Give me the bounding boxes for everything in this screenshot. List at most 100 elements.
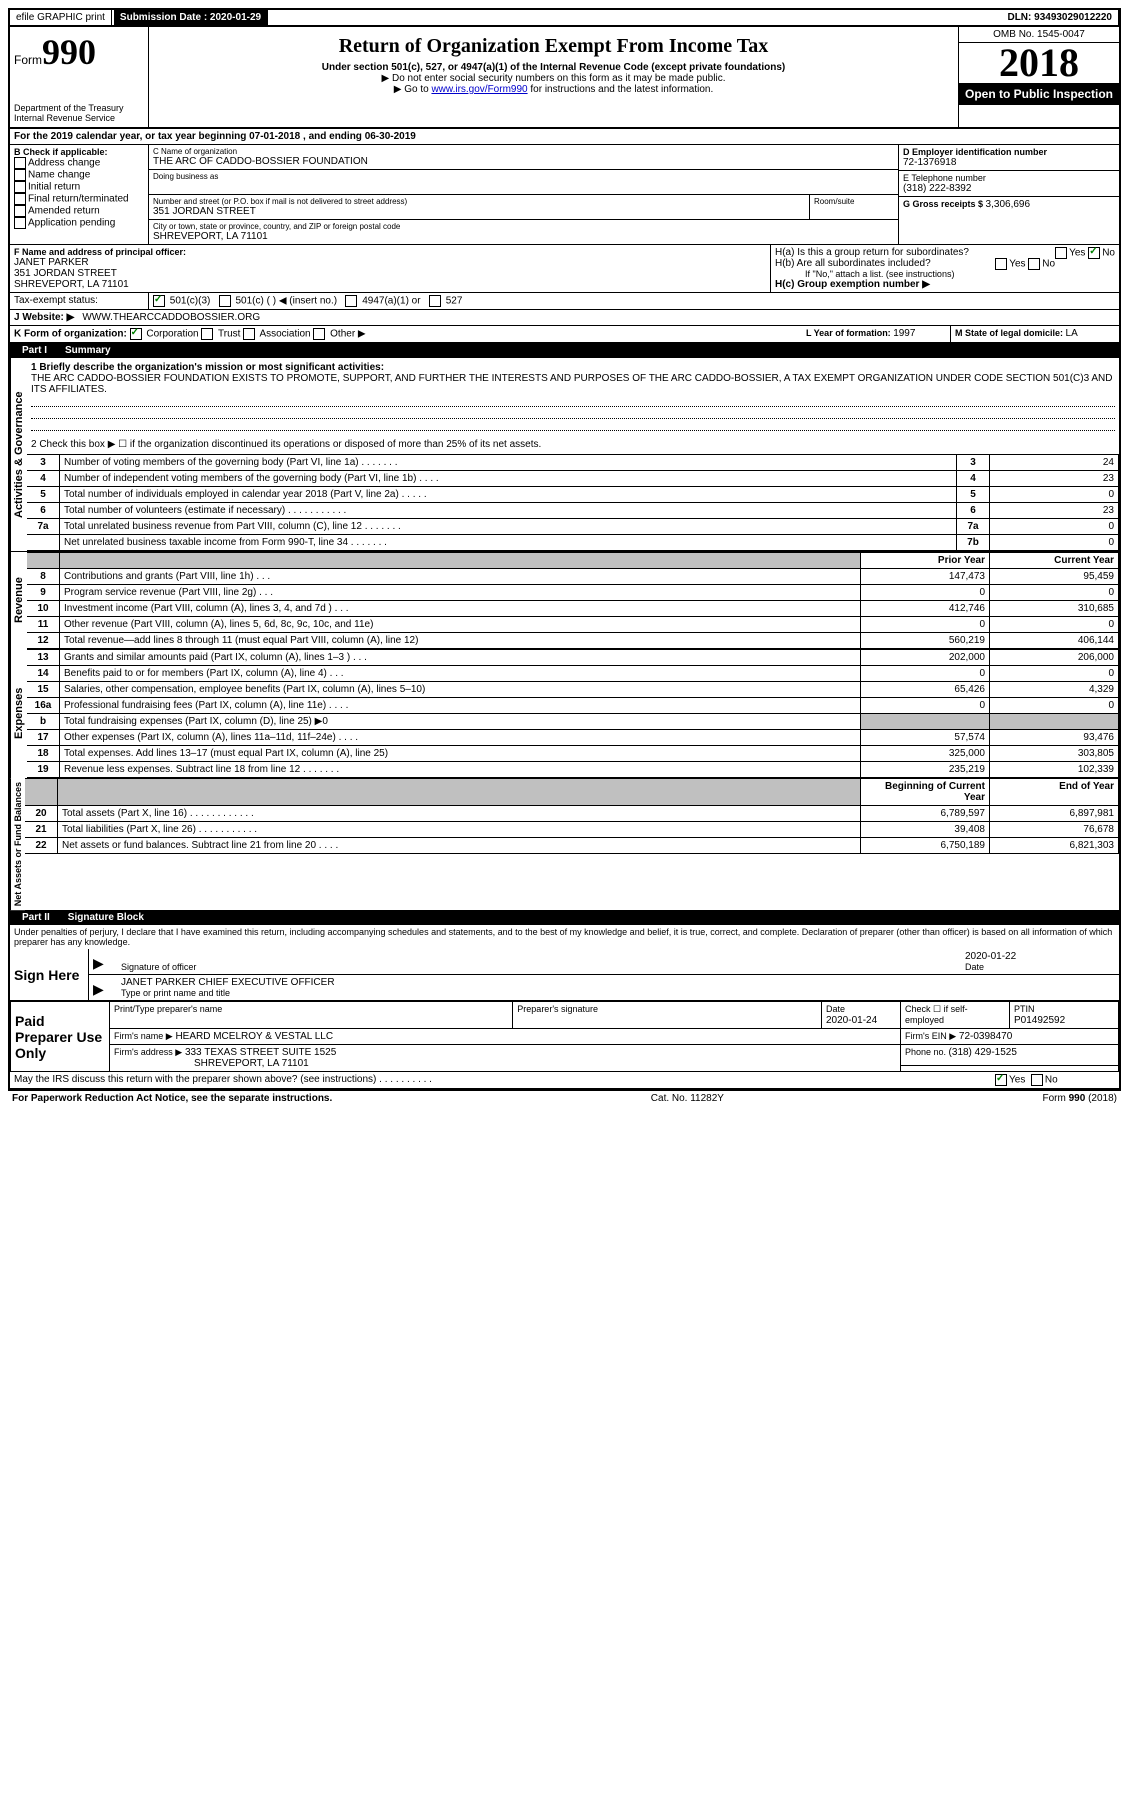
header-left: Form990 Department of the Treasury Inter… — [10, 27, 149, 127]
city-label: City or town, state or province, country… — [153, 222, 894, 231]
line-a: For the 2019 calendar year, or tax year … — [10, 129, 1119, 145]
ha-label: H(a) Is this a group return for subordin… — [775, 247, 969, 258]
firm-addr2: SHREVEPORT, LA 71101 — [114, 1058, 309, 1069]
netassets-section: Net Assets or Fund Balances Beginning of… — [10, 778, 1119, 910]
firm-name-label: Firm's name ▶ — [114, 1031, 173, 1041]
ein: 72-1376918 — [903, 157, 1115, 168]
table-row: bTotal fundraising expenses (Part IX, co… — [27, 714, 1119, 730]
firm-ein-label: Firm's EIN ▶ — [905, 1031, 956, 1041]
top-bar: efile GRAPHIC print Submission Date : 20… — [8, 8, 1121, 25]
table-row: 21Total liabilities (Part X, line 26) . … — [25, 822, 1119, 838]
submission-date: Submission Date : 2020-01-29 — [114, 10, 268, 25]
check-527[interactable] — [429, 295, 441, 307]
sig-officer-label: Signature of officer — [121, 962, 957, 972]
phone: (318) 222-8392 — [903, 183, 1115, 194]
label-address: Address change — [28, 158, 100, 169]
check-501c3[interactable] — [153, 295, 165, 307]
governance-side: Activities & Governance — [10, 358, 27, 551]
table-row: 11Other revenue (Part VIII, column (A), … — [27, 617, 1119, 633]
form-label: Form — [14, 53, 42, 67]
gross-value: 3,306,696 — [986, 199, 1031, 210]
revenue-section: Revenue Prior YearCurrent Year 8Contribu… — [10, 551, 1119, 649]
ha-no[interactable] — [1088, 247, 1100, 259]
paid-preparer: Paid Preparer Use Only — [11, 1002, 110, 1072]
prep-phone: (318) 429-1525 — [949, 1047, 1017, 1058]
dln: DLN: 93493029012220 — [1001, 10, 1119, 25]
discuss-label: May the IRS discuss this return with the… — [10, 1072, 991, 1088]
header-right: OMB No. 1545-0047 2018 Open to Public In… — [958, 27, 1119, 127]
boxm-label: M State of legal domicile: — [955, 328, 1066, 338]
form-number: 990 — [42, 32, 96, 72]
table-row: 19Revenue less expenses. Subtract line 1… — [27, 762, 1119, 778]
label-initial: Initial return — [28, 182, 80, 193]
table-row: 22Net assets or fund balances. Subtract … — [25, 838, 1119, 854]
check-corp[interactable] — [130, 328, 142, 340]
discuss-no[interactable] — [1031, 1074, 1043, 1086]
mission: THE ARC CADDO-BOSSIER FOUNDATION EXISTS … — [31, 373, 1115, 395]
sign-here: Sign Here — [10, 949, 89, 1001]
department: Department of the Treasury — [14, 103, 144, 113]
ha-yes[interactable] — [1055, 247, 1067, 259]
label-final: Final return/terminated — [28, 194, 129, 205]
officer-label: F Name and address of principal officer: — [14, 247, 766, 257]
tax-year: 2018 — [959, 43, 1119, 83]
firm-addr1: 333 TEXAS STREET SUITE 1525 — [185, 1047, 336, 1058]
efile-label[interactable]: efile GRAPHIC print — [10, 10, 112, 25]
current-year-header: Current Year — [990, 553, 1119, 569]
form-header: Form990 Department of the Treasury Inter… — [10, 27, 1119, 129]
hb-no[interactable] — [1028, 258, 1040, 270]
check-assoc[interactable] — [243, 328, 255, 340]
check-amended[interactable] — [14, 205, 26, 217]
form-title: Return of Organization Exempt From Incom… — [153, 35, 954, 58]
header-center: Return of Organization Exempt From Incom… — [149, 27, 958, 127]
table-row: 4Number of independent voting members of… — [27, 471, 1119, 487]
officer-city: SHREVEPORT, LA 71101 — [14, 279, 766, 290]
table-row: 20Total assets (Part X, line 16) . . . .… — [25, 806, 1119, 822]
check-initial[interactable] — [14, 181, 26, 193]
begin-year-header: Beginning of Current Year — [861, 779, 990, 806]
signature-table: Sign Here ▶ Signature of officer 2020-01… — [10, 949, 1119, 1001]
year-formation: 1997 — [893, 328, 915, 339]
hb-yes[interactable] — [995, 258, 1007, 270]
table-row: Net unrelated business taxable income fr… — [27, 535, 1119, 551]
check-trust[interactable] — [201, 328, 213, 340]
table-row: 10Investment income (Part VIII, column (… — [27, 601, 1119, 617]
check-501c[interactable] — [219, 295, 231, 307]
gross-label: G Gross receipts $ — [903, 199, 986, 209]
check-address[interactable] — [14, 157, 26, 169]
boxl-label: L Year of formation: — [806, 328, 893, 338]
expenses-section: Expenses 13Grants and similar amounts pa… — [10, 649, 1119, 778]
label-pending: Application pending — [28, 218, 115, 229]
open-public: Open to Public Inspection — [959, 83, 1119, 105]
sig-date: 2020-01-22 — [965, 951, 1115, 962]
footer-center: Cat. No. 11282Y — [651, 1093, 724, 1104]
prior-year-header: Prior Year — [861, 553, 990, 569]
check-4947[interactable] — [345, 295, 357, 307]
check-name[interactable] — [14, 169, 26, 181]
check-final[interactable] — [14, 193, 26, 205]
form990-link[interactable]: www.irs.gov/Form990 — [431, 84, 527, 95]
revenue-table: Prior YearCurrent Year 8Contributions an… — [27, 552, 1119, 649]
governance-table: 3Number of voting members of the governi… — [27, 454, 1119, 551]
label-name: Name change — [28, 170, 90, 181]
table-row: 16aProfessional fundraising fees (Part I… — [27, 698, 1119, 714]
check-pending[interactable] — [14, 217, 26, 229]
street: 351 JORDAN STREET — [153, 206, 805, 217]
discuss-yes[interactable] — [995, 1074, 1007, 1086]
check-other[interactable] — [313, 328, 325, 340]
date-label: Date — [965, 962, 1115, 972]
note1: ▶ Do not enter social security numbers o… — [153, 73, 954, 84]
officer-typed: JANET PARKER CHIEF EXECUTIVE OFFICER — [121, 977, 1115, 988]
ptin-label: PTIN — [1014, 1004, 1035, 1014]
part2-num: Part II — [16, 912, 56, 923]
label-amended: Amended return — [28, 206, 100, 217]
form-subtitle: Under section 501(c), 527, or 4947(a)(1)… — [153, 62, 954, 73]
org-form-row: K Form of organization: Corporation Trus… — [10, 326, 1119, 343]
dba-label: Doing business as — [153, 172, 894, 181]
part1-header: Part I Summary — [10, 343, 1119, 358]
netassets-table: Beginning of Current YearEnd of Year 20T… — [25, 778, 1119, 854]
table-row: 9Program service revenue (Part VIII, lin… — [27, 585, 1119, 601]
hb-label: H(b) Are all subordinates included? — [775, 258, 931, 269]
part1-body: Activities & Governance 1 Briefly descri… — [10, 358, 1119, 551]
tax-year-range: For the 2019 calendar year, or tax year … — [10, 129, 1119, 144]
